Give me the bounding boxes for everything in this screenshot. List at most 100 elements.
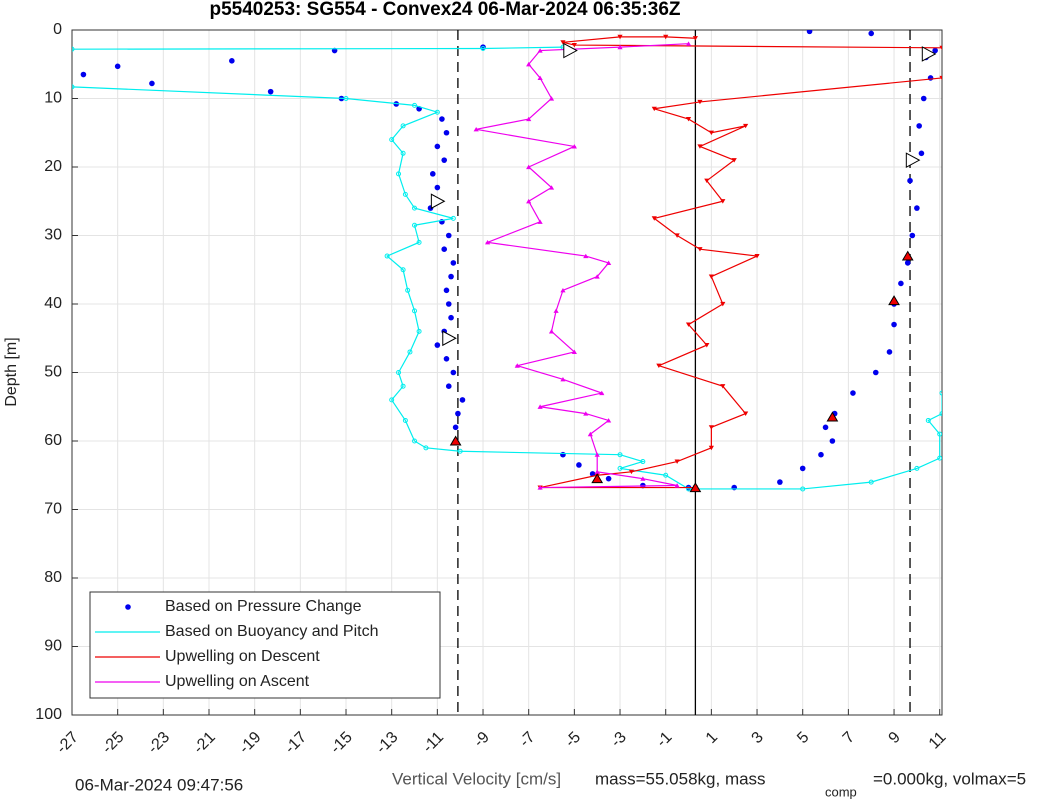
point: [806, 30, 813, 35]
red-marker: [888, 295, 900, 306]
y-tick-label: 0: [53, 21, 62, 38]
legend-label: Upwelling on Ascent: [165, 673, 310, 690]
point: [571, 349, 577, 355]
point: [617, 44, 623, 50]
footer-rest: =0.000kg, volmax=5: [873, 769, 1026, 788]
point: [443, 129, 450, 136]
point: [400, 123, 406, 129]
point: [920, 95, 927, 102]
point: [708, 425, 714, 430]
point: [80, 71, 87, 78]
point: [685, 41, 692, 46]
point: [731, 158, 737, 163]
point: [743, 411, 749, 416]
point: [829, 438, 836, 444]
point: [663, 34, 669, 40]
point: [674, 483, 680, 488]
series-line: [539, 36, 942, 489]
point: [708, 445, 714, 451]
point: [439, 116, 445, 122]
red-marker: [449, 435, 462, 446]
point: [416, 328, 422, 334]
point: [412, 308, 418, 314]
legend-label: Based on Pressure Change: [165, 598, 362, 615]
point: [914, 205, 920, 211]
point: [674, 459, 680, 464]
point: [686, 486, 692, 492]
red-marker: [591, 473, 604, 484]
point: [423, 445, 429, 451]
red-marker: [689, 482, 702, 493]
point: [850, 390, 856, 396]
point: [455, 410, 461, 417]
point: [674, 233, 680, 238]
point: [606, 418, 612, 423]
point: [389, 397, 395, 403]
point: [548, 329, 555, 334]
point: [443, 356, 450, 362]
point: [72, 46, 75, 52]
footer-subscript: comp: [825, 784, 857, 799]
point: [434, 184, 441, 191]
point: [663, 472, 669, 478]
point: [149, 80, 155, 87]
point: [777, 479, 783, 485]
point: [925, 417, 931, 423]
point: [434, 109, 440, 115]
point: [697, 247, 703, 252]
point: [583, 253, 589, 259]
point: [560, 287, 566, 293]
point: [939, 390, 942, 396]
y-tick-label: 60: [44, 432, 62, 449]
y-tick-label: 50: [44, 364, 62, 381]
y-tick-label: 30: [44, 227, 62, 244]
red-marker: [826, 411, 839, 422]
point: [448, 314, 454, 321]
point: [914, 465, 920, 471]
point: [445, 301, 452, 307]
point: [743, 123, 749, 129]
point: [429, 171, 436, 177]
y-tick-label: 20: [44, 158, 62, 175]
point: [685, 322, 692, 327]
point: [617, 465, 623, 471]
point: [640, 459, 646, 465]
point: [457, 448, 463, 454]
y-tick-label: 70: [44, 501, 62, 518]
point: [932, 47, 938, 54]
point: [72, 84, 75, 90]
point: [384, 253, 390, 259]
point: [402, 191, 408, 197]
point: [441, 157, 448, 163]
point: [606, 260, 612, 265]
point: [537, 485, 543, 490]
point: [473, 126, 479, 132]
y-axis-label: Depth [m]: [3, 337, 20, 406]
point: [526, 164, 532, 170]
y-tick-label: 100: [35, 706, 62, 723]
point: [459, 397, 466, 403]
point: [576, 462, 582, 468]
point: [400, 150, 406, 156]
point: [448, 273, 454, 280]
point: [400, 383, 406, 389]
point: [267, 88, 274, 95]
point: [708, 274, 714, 279]
point: [605, 475, 612, 482]
point: [548, 96, 555, 101]
point: [640, 476, 646, 481]
point: [537, 404, 543, 409]
y-tick-label: 40: [44, 295, 62, 312]
point: [412, 438, 418, 444]
chart-title: p5540253: SG554 - Convex24 06-Mar-2024 0…: [209, 0, 680, 20]
point: [692, 36, 698, 41]
point: [587, 431, 593, 437]
point: [886, 349, 893, 355]
legend-label: Upwelling on Descent: [165, 648, 320, 665]
point: [396, 171, 402, 177]
point: [571, 144, 577, 149]
y-tick-label: 80: [44, 569, 62, 586]
point: [704, 343, 710, 348]
point: [720, 301, 726, 307]
point: [484, 240, 491, 245]
